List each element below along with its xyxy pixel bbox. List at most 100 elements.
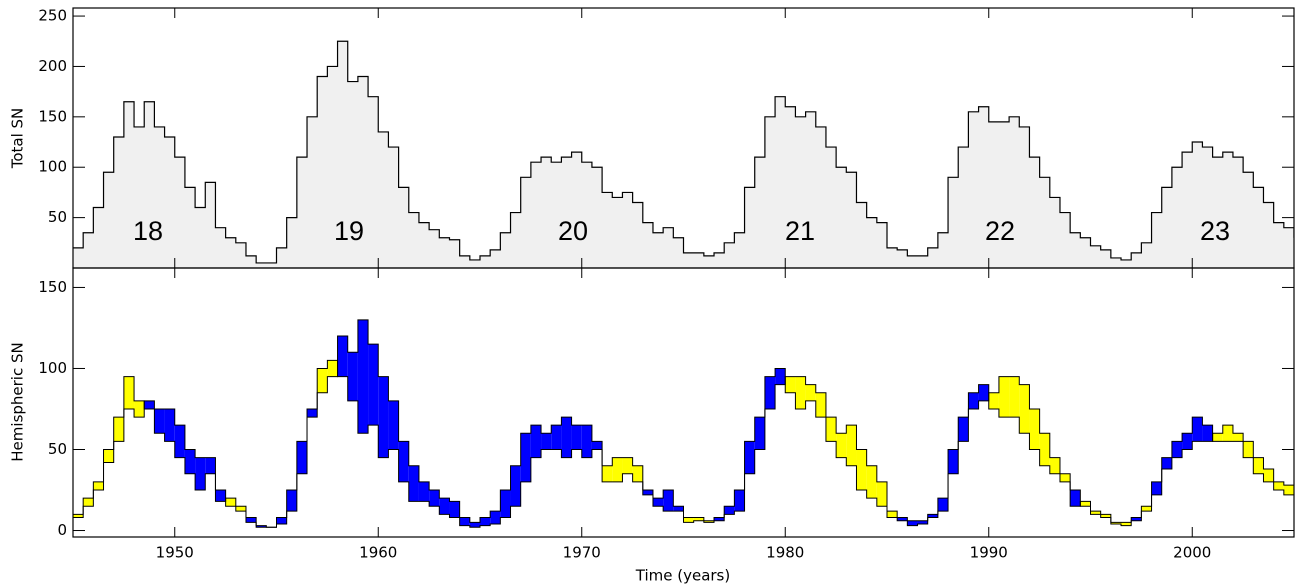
difference-bar [144, 400, 155, 409]
difference-bar [1202, 425, 1213, 442]
difference-bar [948, 449, 959, 474]
y-axis-label: Hemispheric SN [9, 342, 27, 461]
difference-bar [541, 433, 552, 450]
difference-bar [887, 511, 898, 518]
difference-bar [703, 520, 715, 523]
difference-bar [1110, 522, 1122, 525]
difference-bar [449, 501, 460, 518]
difference-bar [83, 498, 94, 507]
difference-bar [439, 498, 450, 515]
difference-bar [1141, 506, 1152, 512]
difference-bar [1090, 511, 1101, 515]
line [73, 40, 1294, 264]
difference-bar [317, 368, 328, 393]
cycle-label: 19 [334, 216, 364, 246]
difference-bar [490, 511, 501, 525]
difference-bar [1029, 408, 1040, 450]
difference-bar [866, 465, 877, 499]
difference-bar [673, 506, 684, 512]
difference-bar [388, 400, 399, 450]
difference-bar [307, 408, 318, 418]
difference-bar [1243, 441, 1254, 458]
difference-bar [1283, 485, 1294, 495]
x-tick-label: 1990 [970, 544, 1008, 562]
difference-bar [571, 425, 582, 450]
difference-bar [978, 384, 989, 401]
frame [72, 267, 1295, 538]
y-tick-label: 250 [38, 7, 67, 25]
y-tick-label: 50 [48, 208, 67, 226]
difference-bar [296, 441, 308, 474]
cycle-label: 20 [558, 216, 588, 246]
difference-bar [1222, 425, 1233, 442]
difference-bar [968, 392, 979, 409]
difference-bar [378, 376, 389, 458]
plot-area [73, 40, 1294, 268]
difference-bar [510, 465, 521, 507]
difference-bar [663, 490, 674, 512]
difference-bar [581, 425, 592, 458]
difference-bar [429, 490, 440, 507]
difference-bar [652, 498, 664, 507]
line [73, 359, 1294, 528]
difference-bar [734, 490, 745, 512]
difference-bar [469, 522, 480, 528]
difference-bar [215, 490, 226, 502]
difference-bar [327, 360, 338, 377]
difference-bar [1009, 376, 1020, 418]
cycle-label: 22 [985, 216, 1015, 246]
x-tick-label: 2000 [1173, 544, 1211, 562]
y-tick-label: 0 [57, 521, 67, 539]
difference-bar [1039, 433, 1050, 466]
difference-bar [836, 433, 847, 458]
difference-bar [937, 498, 949, 512]
cycle-label: 18 [133, 216, 163, 246]
difference-bar [998, 376, 1010, 418]
difference-bar [256, 525, 267, 528]
x-tick-label: 1950 [156, 544, 194, 562]
line [73, 319, 1294, 528]
difference-bar [1100, 514, 1111, 518]
difference-bar [1121, 522, 1132, 526]
difference-bar [917, 520, 928, 525]
difference-bar [174, 425, 185, 458]
difference-bar [276, 517, 287, 525]
difference-bar [1151, 481, 1162, 495]
difference-bar [764, 376, 776, 409]
difference-bar [714, 517, 725, 521]
difference-bar [93, 481, 104, 491]
difference-bar [113, 417, 124, 442]
difference-bar [642, 490, 653, 495]
difference-bar [958, 417, 969, 442]
difference-bar [225, 498, 236, 507]
difference-bar [103, 449, 114, 463]
difference-bar [418, 481, 430, 502]
difference-bar [1019, 384, 1030, 434]
x-tick-label: 1970 [563, 544, 601, 562]
plot-area [73, 319, 1294, 528]
difference-bar [286, 490, 297, 512]
difference-bar [154, 408, 165, 434]
difference-bar [164, 408, 175, 442]
difference-bar [907, 520, 918, 526]
x-axis-label: Time (years) [635, 567, 730, 585]
difference-bar [988, 392, 999, 409]
cycle-label: 23 [1200, 216, 1230, 246]
difference-bar [754, 417, 765, 450]
difference-bar [235, 506, 246, 512]
y-tick-label: 50 [48, 440, 67, 458]
difference-bar [805, 384, 816, 401]
difference-bar [693, 517, 704, 521]
difference-bar [622, 457, 633, 474]
difference-bar [357, 319, 369, 434]
difference-bar [1049, 457, 1060, 474]
y-axis-label: Total SN [9, 108, 27, 170]
difference-bar [1131, 517, 1142, 521]
difference-bar [500, 490, 511, 518]
difference-bar [612, 457, 623, 482]
difference-bar [245, 517, 257, 523]
y-tick-label: 100 [38, 359, 67, 377]
difference-bar [683, 517, 694, 523]
y-tick-label: 150 [38, 107, 67, 125]
difference-bar [795, 376, 806, 409]
